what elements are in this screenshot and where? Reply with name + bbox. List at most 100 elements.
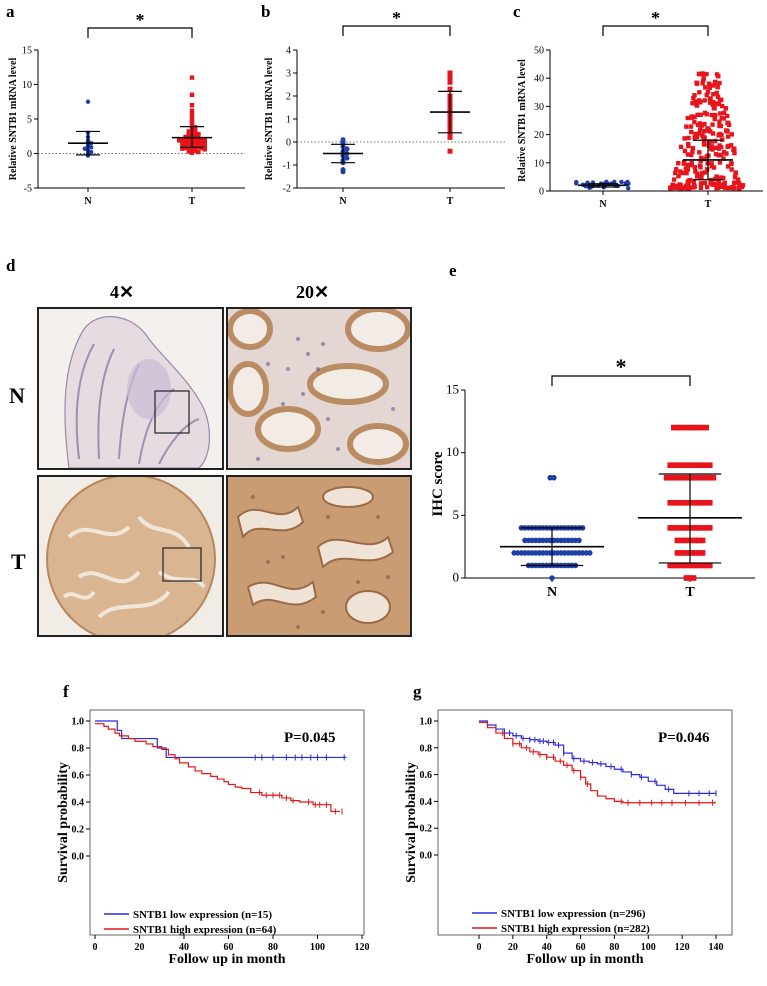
data-point-tumor	[692, 93, 697, 98]
tumor-tissue-low-mag	[46, 477, 216, 635]
data-point-tumor	[718, 111, 723, 116]
data-point-normal	[340, 169, 346, 175]
row-label-t: T	[11, 549, 26, 574]
micro-normal-4x	[37, 307, 224, 470]
data-point-tumor	[699, 462, 706, 468]
data-point-tumor	[189, 75, 195, 80]
data-point-tumor	[447, 75, 453, 81]
data-point-tumor	[681, 525, 688, 531]
km-curve-high	[95, 723, 340, 813]
y-tick-label: 0.2	[420, 824, 433, 835]
data-point-tumor	[713, 151, 719, 157]
data-point-tumor	[707, 100, 713, 105]
data-point-tumor	[673, 167, 679, 172]
data-point-tumor	[186, 131, 191, 136]
plot-frame	[89, 709, 365, 936]
data-point-tumor	[674, 550, 681, 556]
y-tick-label: 10	[534, 158, 544, 169]
data-point-tumor	[685, 115, 690, 121]
data-point-tumor	[692, 550, 699, 556]
data-point-tumor	[692, 165, 697, 170]
data-point-tumor	[180, 140, 185, 146]
data-point-tumor	[186, 142, 191, 147]
legend-label: SNTB1 high expression (n=64)	[133, 924, 277, 936]
data-point-tumor	[447, 86, 453, 92]
data-point-tumor	[189, 92, 195, 98]
data-point-tumor	[447, 134, 453, 140]
y-tick-label: 0.0	[72, 852, 85, 863]
panel-label-b: b	[261, 2, 271, 21]
data-point-tumor	[732, 175, 738, 180]
data-point-normal	[626, 185, 631, 191]
data-point-tumor	[685, 474, 691, 481]
data-point-tumor	[685, 525, 691, 531]
data-point-tumor	[698, 127, 703, 132]
data-point-tumor	[719, 116, 724, 121]
data-point-tumor	[674, 525, 681, 531]
data-point-tumor	[692, 135, 697, 140]
data-point-tumor	[685, 550, 691, 556]
y-tick-label: 30	[534, 102, 544, 113]
chart-f: 0.0 0.2 0.4 0.6 0.8 1.0 0 20 40 60 80 100 120 Follow …	[56, 709, 370, 967]
data-point-tumor	[677, 185, 683, 191]
data-point-tumor	[685, 152, 691, 157]
data-point-tumor	[726, 185, 731, 190]
data-point-tumor	[733, 170, 739, 175]
data-point-tumor	[709, 112, 714, 118]
data-point-tumor	[717, 119, 722, 124]
data-point-tumor	[687, 575, 693, 581]
data-point-tumor	[685, 424, 691, 431]
data-point-normal	[82, 146, 88, 151]
y-tick-label: -2	[283, 184, 291, 195]
data-point-tumor	[697, 90, 702, 95]
data-point-tumor	[739, 184, 745, 190]
data-point-tumor	[725, 144, 730, 149]
data-point-tumor	[715, 175, 720, 181]
x-tick-label: 120	[675, 942, 690, 953]
data-point-tumor	[699, 550, 706, 556]
data-point-tumor	[716, 182, 721, 188]
data-point-tumor	[718, 123, 724, 129]
data-point-tumor	[667, 562, 673, 569]
data-point-tumor	[189, 150, 195, 156]
data-point-tumor	[183, 136, 188, 142]
data-point-normal	[89, 145, 94, 150]
data-point-tumor	[692, 119, 697, 125]
data-point-tumor	[688, 177, 693, 183]
data-point-tumor	[699, 537, 706, 544]
data-point-tumor	[199, 137, 204, 142]
data-point-tumor	[735, 177, 741, 182]
data-point-tumor	[691, 95, 696, 101]
data-point-tumor	[672, 184, 677, 189]
x-tick-label-N: N	[599, 199, 607, 210]
data-point-tumor	[683, 575, 690, 581]
data-point-tumor	[696, 550, 702, 556]
data-point-tumor	[696, 537, 702, 544]
data-point-tumor	[704, 184, 710, 190]
data-point-tumor	[704, 92, 709, 98]
y-axis-label: Relative SNTB1 mRNA level	[8, 58, 19, 181]
data-point-tumor	[701, 76, 706, 81]
x-axis-label: Follow up in month	[168, 952, 285, 967]
row-label-n: N	[9, 383, 25, 408]
data-point-tumor	[678, 537, 684, 544]
data-point-tumor	[703, 562, 709, 569]
data-point-tumor	[678, 550, 684, 556]
data-point-tumor	[685, 162, 691, 168]
x-tick-label: 140	[709, 942, 724, 953]
data-point-tumor	[686, 135, 691, 141]
data-point-tumor	[676, 173, 681, 179]
data-point-tumor	[703, 525, 709, 531]
data-point-tumor	[709, 144, 714, 149]
data-point-tumor	[696, 71, 702, 77]
data-point-tumor	[710, 83, 716, 88]
data-point-tumor	[716, 101, 722, 107]
km-curve-low	[95, 720, 347, 759]
data-point-tumor	[681, 562, 688, 569]
data-point-tumor	[193, 148, 198, 153]
data-point-tumor	[680, 185, 686, 191]
x-tick-label-N: N	[84, 196, 92, 207]
data-point-tumor	[699, 72, 705, 77]
y-tick-label: 10	[446, 444, 459, 459]
